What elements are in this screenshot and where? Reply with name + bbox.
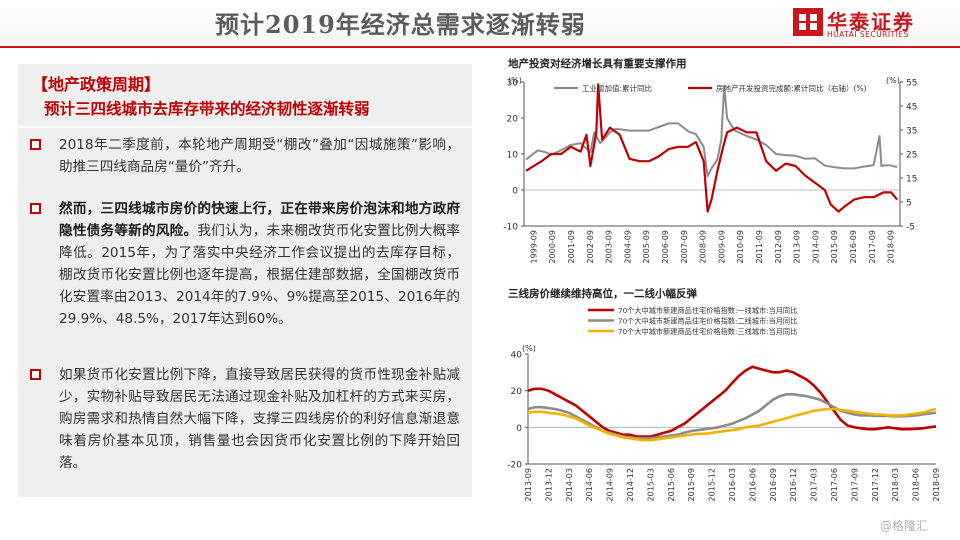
chart1-xtick-label: 2008-09: [699, 230, 708, 263]
chart2-series-tier1-line: [527, 365, 937, 438]
bullet-plain-text: 2018年二季度前，本轮地产周期受“棚改”叠加“因城施策”影响，助推三四线商品房…: [59, 137, 460, 175]
chart2-ytick-label: 0: [516, 424, 522, 434]
chart2-xtick-label: 2015-06: [667, 468, 676, 501]
chart1-y2tick-label: 55: [906, 79, 917, 89]
chart2-ytick-label: 20: [511, 387, 523, 397]
chart1-y2tick-label: 15: [906, 175, 917, 185]
watermark: @格隆汇: [880, 519, 929, 533]
brand-name-en: HUATAI SECURITIES: [827, 30, 909, 39]
chart1-xtick-label: 2012-09: [774, 230, 783, 263]
chart2-xtick-label: 2016-03: [728, 468, 737, 501]
chart2-xtick-label: 2013-12: [544, 468, 553, 501]
chart1-y2tick-label: 5: [906, 199, 912, 209]
chart1-xtick-label: 2005-09: [642, 230, 651, 263]
bullet-text: 然而，三四线城市房价的快速上行，正在带来房价泡沫和地方政府隐性债务等新的风险。我…: [59, 198, 460, 330]
bullet-item: 如果货币化安置比例下降，直接导致居民获得的货币性现金补贴减少，实物补贴导致居民无…: [30, 364, 460, 474]
chart1-xtick-label: 2006-09: [661, 230, 670, 263]
chart1-xtick-label: 2016-09: [849, 230, 858, 263]
chart1-legend-label: 工业增加值:累计同比: [582, 83, 653, 93]
chart2-xtick-label: 2016-06: [748, 468, 757, 501]
chart2-ytick-label: -20: [507, 461, 522, 471]
bullet-square-icon: [30, 203, 41, 214]
chart1-xtick-label: 2007-09: [680, 230, 689, 263]
brand-name: 华泰证券: [827, 10, 915, 34]
chart1-title: 地产投资对经济增长具有重要支撑作用: [508, 58, 687, 70]
chart2-xtick-label: 2017-12: [871, 468, 880, 501]
chart2-xtick-label: 2014-12: [626, 468, 635, 501]
chart1-ytick-label: -10: [503, 223, 518, 233]
huatai-logo-icon: [793, 8, 823, 36]
chart1-ytick-label: 0: [512, 187, 518, 197]
chart2-xtick-label: 2014-09: [606, 468, 615, 501]
chart1-y2tick-label: -5: [906, 223, 915, 233]
bullet-bold-text: 然而，三四线城市房价的快速上行，正在带来房价泡沫和地方政府隐性债务等新的风险。: [59, 201, 460, 239]
chart1-xtick-label: 2010-09: [736, 230, 745, 263]
chart1-y2label: (%): [886, 76, 900, 85]
chart2-ytick-label: 40: [511, 351, 523, 361]
chart2-xtick-label: 2014-03: [565, 468, 574, 501]
bullet-square-icon: [30, 369, 41, 380]
chart2-xtick-label: 2016-09: [769, 468, 778, 501]
chart1-xtick-label: 2003-09: [605, 230, 614, 263]
bullet-item: 然而，三四线城市房价的快速上行，正在带来房价泡沫和地方政府隐性债务等新的风险。我…: [30, 198, 460, 330]
chart2-xtick-label: 2013-09: [524, 468, 533, 501]
chart2-xtick-label: 2016-12: [789, 468, 798, 501]
chart1-svg: -10 0 10 20 30 -5 5 15 25 35 45 55 (%) (%) 1999-09 2000…: [503, 76, 917, 263]
policy-heading-box: 【地产政策周期】 预计三四线城市去库存带来的经济韧性逐渐转弱: [18, 64, 472, 126]
chart2-xtick-label: 2018-06: [912, 468, 921, 501]
chart2-svg: -20 0 20 40(%) 2013-09 2013-12 2014-03 2014-06 2…: [507, 306, 941, 501]
chart2-xtick-label: 2015-09: [687, 468, 696, 501]
chart1-y2tick-label: 35: [906, 127, 917, 137]
brand-logo: 华泰证券 HUATAI SECURITIES: [793, 6, 943, 42]
chart2-legend-label: 70个大中城市新建商品住宅价格指数:一线城市:当月同比: [618, 306, 797, 315]
chart2-xtick-label: 2018-09: [932, 468, 941, 501]
chart1-xtick-label: 2011-09: [755, 230, 764, 263]
chart2-xtick-label: 2017-09: [850, 468, 859, 501]
chart1-y2tick-label: 25: [906, 151, 917, 161]
header-divider: [0, 46, 960, 48]
chart1-xtick-label: 2015-09: [830, 230, 839, 263]
chart2-xtick-label: 2018-03: [891, 468, 900, 501]
chart1-xtick-label: 2018-09: [887, 230, 896, 263]
bullet-square-icon: [30, 139, 41, 150]
title-bar: 预计2019年经济总需求逐渐转弱 华泰证券 HUATAI SECURITIES: [0, 0, 960, 44]
chart2-ylabel: (%): [522, 344, 536, 353]
chart2-xtick-label: 2017-03: [810, 468, 819, 501]
chart2-legend-label: 70个大中城市新建商品住宅价格指数:二线城市:当月同比: [618, 317, 797, 326]
chart1-xtick-label: 2013-09: [793, 230, 802, 263]
chart1-xtick-label: 2014-09: [811, 230, 820, 263]
chart1-xtick-label: 2001-09: [567, 230, 576, 263]
slide-title: 预计2019年经济总需求逐渐转弱: [215, 10, 586, 39]
chart1-legend-label: 房地产开发投资完成额:累计同比（右轴）(%): [716, 83, 867, 93]
bullet-text: 2018年二季度前，本轮地产周期受“棚改”叠加“因城施策”影响，助推三四线商品房…: [59, 134, 460, 178]
chart1-ytick-label: 30: [507, 79, 519, 89]
chart2-title: 三线房价继续维持高位，一二线小幅反弹: [508, 288, 697, 300]
chart1-xtick-label: 2000-09: [548, 230, 557, 263]
chart2-xtick-label: 2015-12: [708, 468, 717, 501]
policy-heading: 【地产政策周期】: [32, 75, 161, 94]
chart1-ytick-label: 10: [507, 151, 519, 161]
chart2-xtick-label: 2017-06: [830, 468, 839, 501]
chart2-legend-label: 70个大中城市新建商品住宅价格指数:三线城市:当月同比: [618, 327, 797, 336]
chart2-series-tier3-line: [527, 407, 937, 442]
bullet-text: 如果货币化安置比例下降，直接导致居民获得的货币性现金补贴减少，实物补贴导致居民无…: [59, 364, 460, 474]
chart1-series-gray-line: [525, 84, 898, 178]
chart1-y2tick-label: 45: [906, 103, 917, 113]
chart1-xtick-label: 2004-09: [623, 230, 632, 263]
bullet-plain-text: 如果货币化安置比例下降，直接导致居民获得的货币性现金补贴减少，实物补贴导致居民无…: [59, 367, 460, 471]
chart1-xtick-label: 2009-09: [717, 230, 726, 263]
bullet-plain-text: 我们认为，未来棚改货币化安置比例大概率降低。2015年，为了落实中央经济工作会议…: [59, 223, 460, 327]
bullet-item: 2018年二季度前，本轮地产周期受“棚改”叠加“因城施策”影响，助推三四线商品房…: [30, 134, 460, 178]
chart2-xtick-label: 2015-03: [646, 468, 655, 501]
chart1-series-red-line: [525, 83, 898, 213]
policy-subheading: 预计三四线城市去库存带来的经济韧性逐渐转弱: [44, 100, 370, 118]
chart1-xtick-label: 2002-09: [586, 230, 595, 263]
chart1-ylabel: (%): [508, 76, 522, 85]
chart2-xtick-label: 2014-06: [585, 468, 594, 501]
chart1-ytick-label: 20: [507, 115, 519, 125]
body-text-box: 2018年二季度前，本轮地产周期受“棚改”叠加“因城施策”影响，助推三四线商品房…: [18, 128, 472, 497]
chart1-xtick-label: 1999-09: [529, 230, 538, 263]
chart1-xtick-label: 2017-09: [868, 230, 877, 263]
